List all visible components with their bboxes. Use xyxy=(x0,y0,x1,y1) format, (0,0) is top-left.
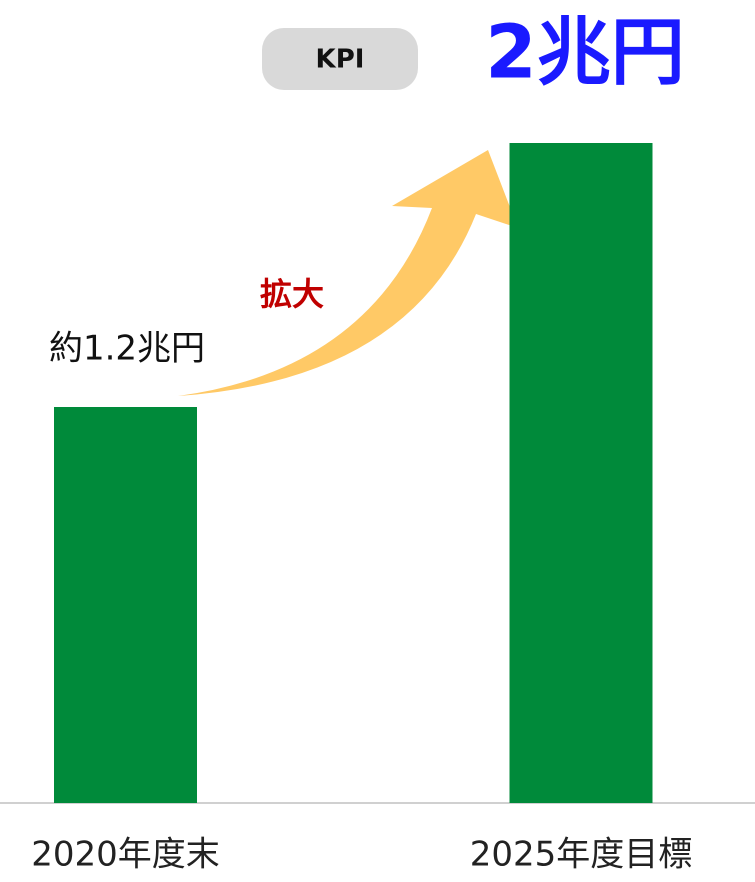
growth-arrow xyxy=(178,150,518,396)
kpi-badge-label: KPI xyxy=(316,45,365,75)
x-tick-label: 2020年度末 xyxy=(31,835,220,875)
value-label: 約1.2兆円 xyxy=(49,329,205,369)
x-tick-label: 2025年度目標 xyxy=(470,835,693,875)
value-label: 2兆円 xyxy=(485,10,685,96)
growth-note: 拡大 xyxy=(260,275,324,313)
bar xyxy=(509,143,653,803)
bar xyxy=(54,407,197,803)
kpi-badge xyxy=(262,28,418,90)
